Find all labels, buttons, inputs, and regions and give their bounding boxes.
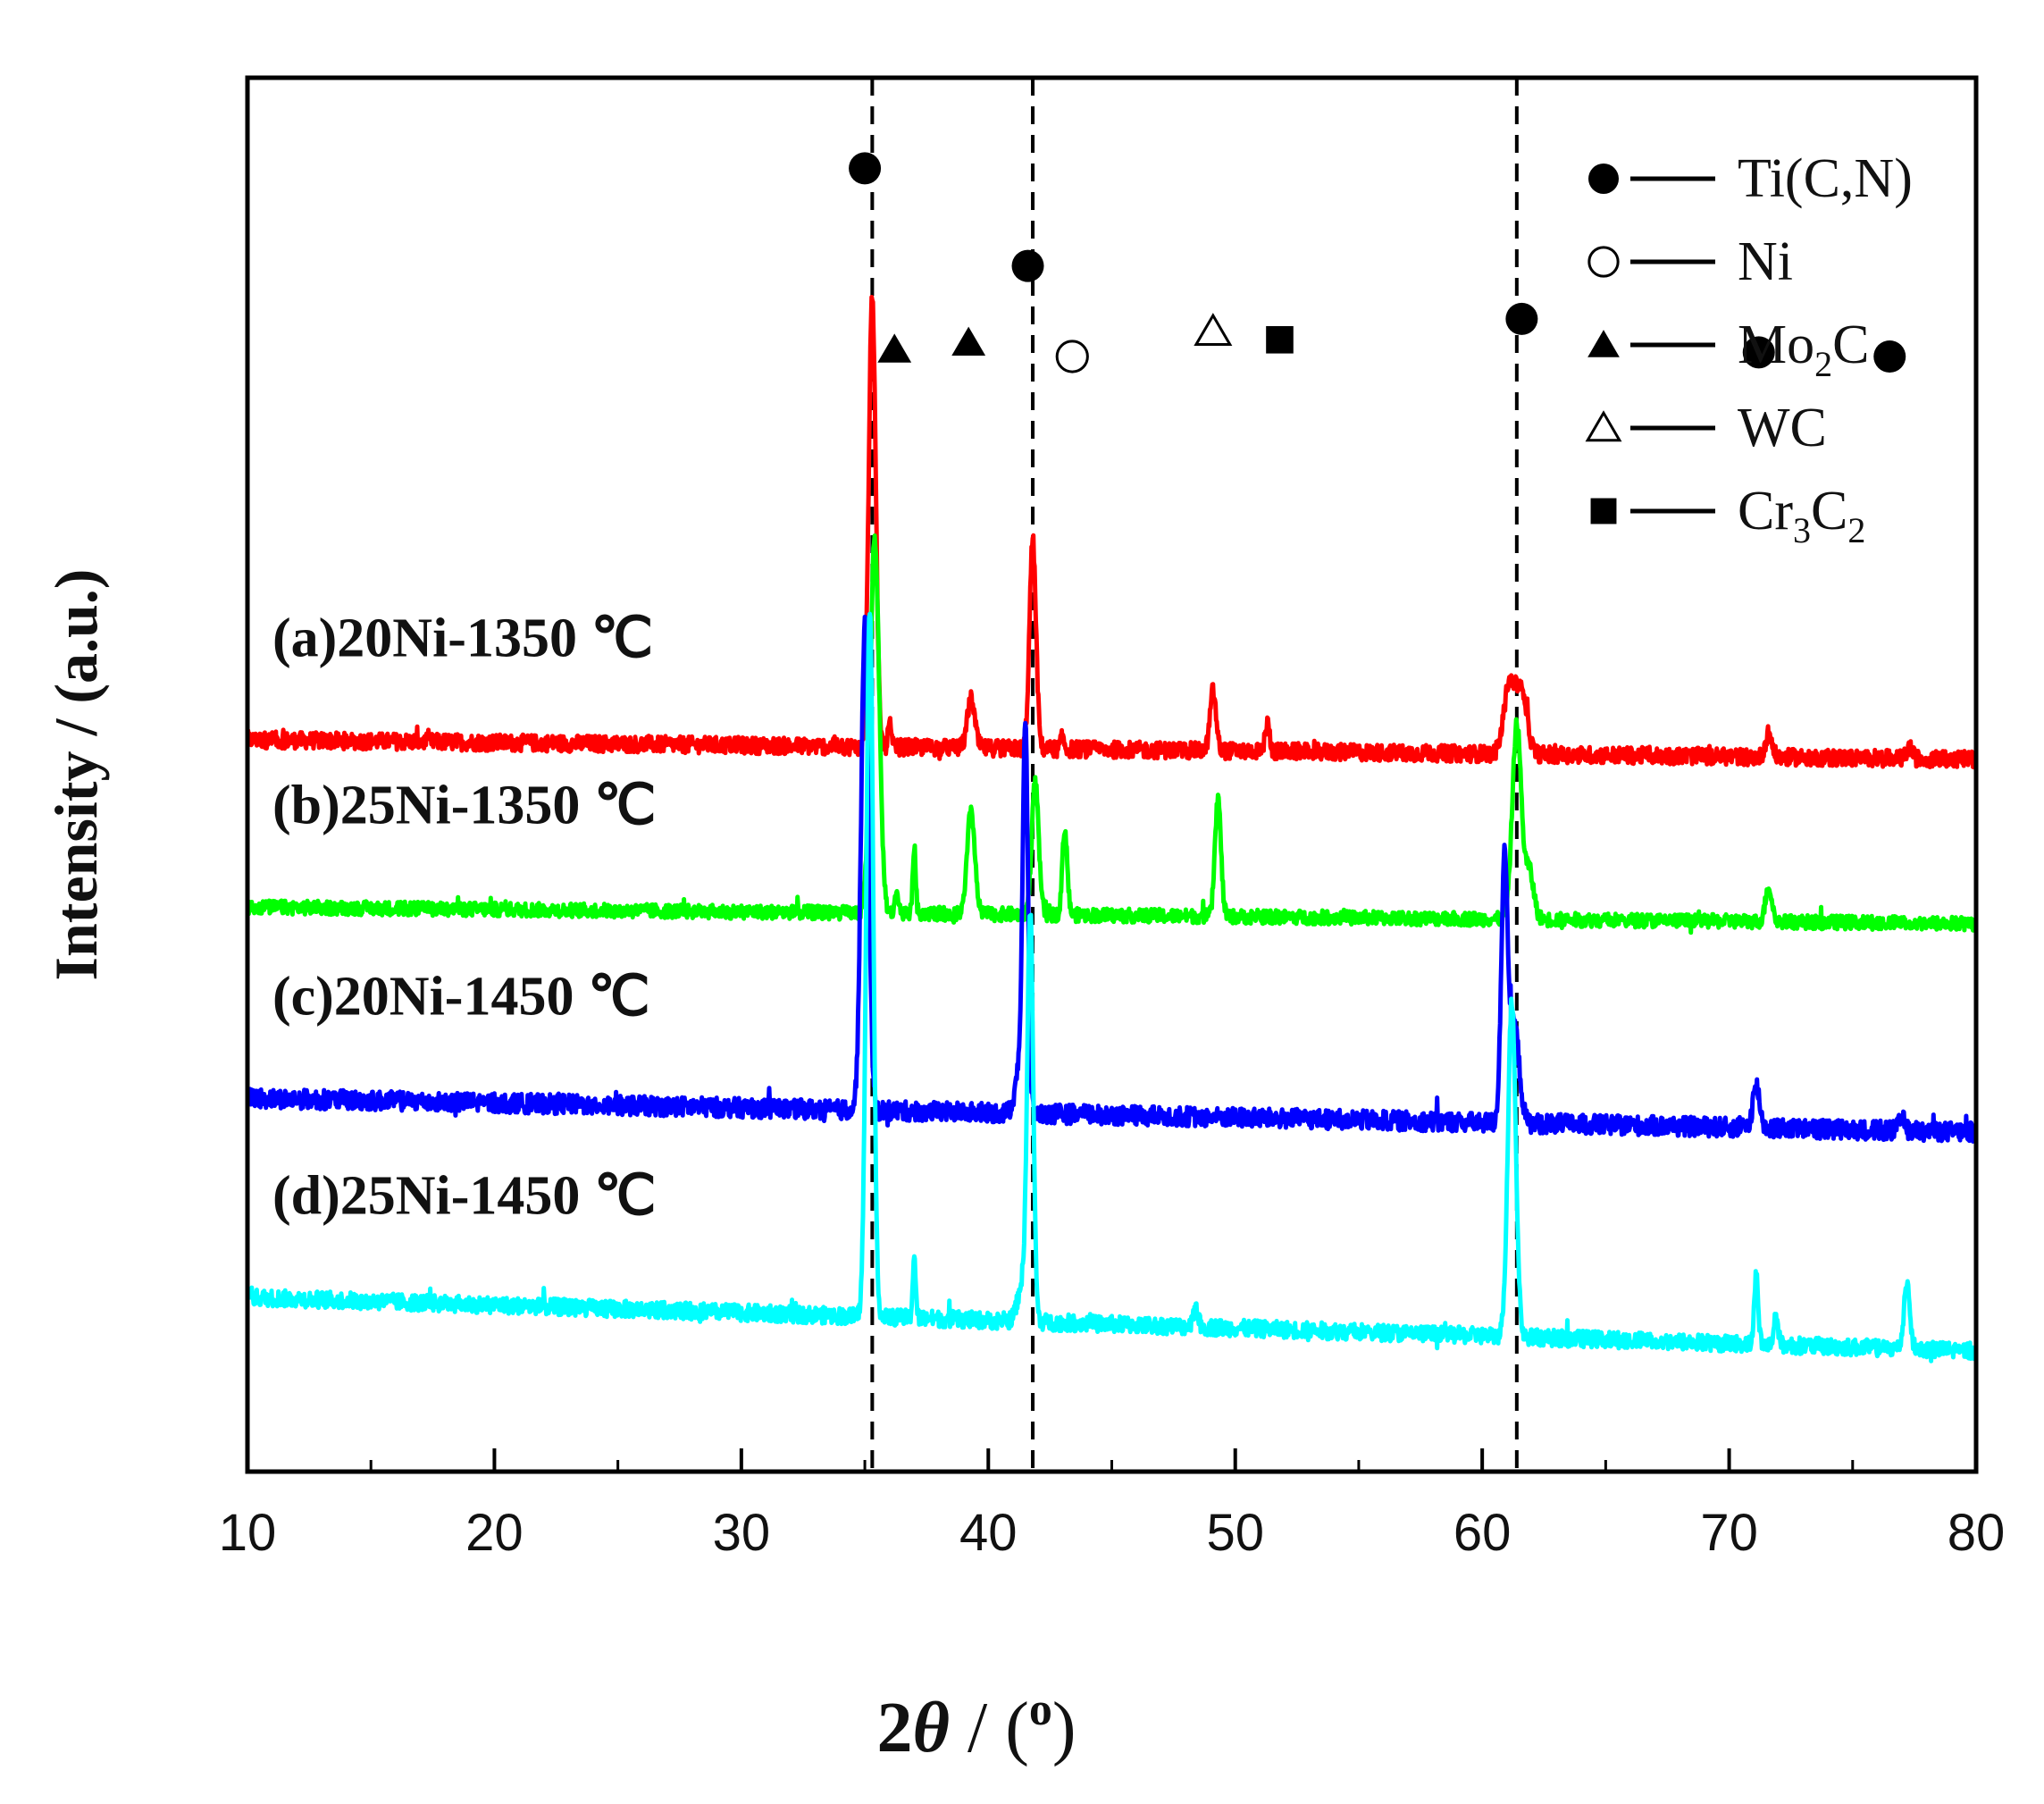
x-tick-label-10: 10 [219,1504,277,1562]
legend-label-sub: 2 [1814,344,1832,384]
x-axis-title-degree: o [1029,1684,1052,1735]
legend-label-base: Cr [1738,481,1793,541]
series-line-c [245,614,1979,1144]
legend-symbol-open-triangle [1585,410,1622,442]
x-tick-label-40: 40 [959,1504,1018,1562]
peak-marker-open-circle-8 [1055,340,1089,373]
legend-label-sub: 3 [1793,510,1811,550]
legend-label-base: Mo [1738,315,1814,375]
series-labels: (a)20Ni-1350 ℃ (b)25Ni-1350 ℃ (c)20Ni-1450… [272,608,657,1226]
peak-marker-filled-triangle-6 [877,333,912,363]
legend-label-mid: C [1832,315,1869,375]
legend-symbol-filled-triangle [1587,330,1620,357]
y-axis-title: Intensity / (a.u.) [42,569,110,981]
legend-label-3: Mo2C [1738,315,1870,384]
legend-label-sub: 2 [1847,510,1865,550]
x-axis-title-prefix: 2 [876,1689,912,1767]
legend-symbol-filled-square [1590,498,1617,524]
series-line-a [245,295,1979,770]
peak-marker-filled-circle-5 [1873,340,1906,373]
series-label-b: (b)25Ni-1350 ℃ [272,776,657,836]
x-axis-title-suffix: ) [1052,1689,1076,1767]
legend-label-1: Ti(C,N) [1738,148,1913,209]
x-tick-label-70: 70 [1700,1504,1758,1562]
legend-label-4: WC [1738,398,1827,458]
series-label-c: (c)20Ni-1450 ℃ [272,966,650,1027]
series-label-a: (a)20Ni-1350 ℃ [272,608,653,668]
peak-marker-filled-circle-2 [1011,249,1044,282]
peak-marker-layer [849,152,1906,373]
x-axis-title-slash: / ( [950,1689,1029,1767]
x-tick-label-60: 60 [1453,1504,1512,1562]
x-tick-label-80: 80 [1948,1504,2006,1562]
x-axis-ticks: 10 20 30 40 50 60 70 80 [219,1448,2006,1562]
legend-label-2: Ni [1738,231,1793,292]
series-layer [245,295,1979,1363]
legend-label-5: Cr3C2 [1738,481,1865,550]
legend-symbol-filled-circle [1588,164,1619,194]
peak-marker-filled-square-10 [1266,325,1294,354]
legend-label-base: Ni [1738,231,1793,292]
x-tick-label-20: 20 [465,1504,524,1562]
peak-marker-filled-circle-4 [1742,336,1775,369]
legend-symbol-open-circle [1587,246,1620,278]
x-axis-title-theta: θ [912,1689,950,1767]
legend-label-base: WC [1738,398,1827,458]
peak-marker-filled-circle-1 [849,152,882,185]
series-label-d: (d)25Ni-1450 ℃ [272,1165,657,1226]
x-tick-label-50: 50 [1206,1504,1264,1562]
legend-label-mid: C [1811,481,1847,541]
peak-marker-filled-triangle-7 [951,326,986,356]
legend-label-base: Ti(C,N) [1738,148,1913,209]
series-line-b [245,533,1979,936]
series-line-d [245,611,1979,1363]
peak-marker-filled-circle-3 [1505,302,1538,335]
x-tick-label-30: 30 [713,1504,771,1562]
x-axis-title: 2θ / (o) [876,1684,1076,1767]
peak-marker-open-triangle-9 [1194,313,1233,346]
